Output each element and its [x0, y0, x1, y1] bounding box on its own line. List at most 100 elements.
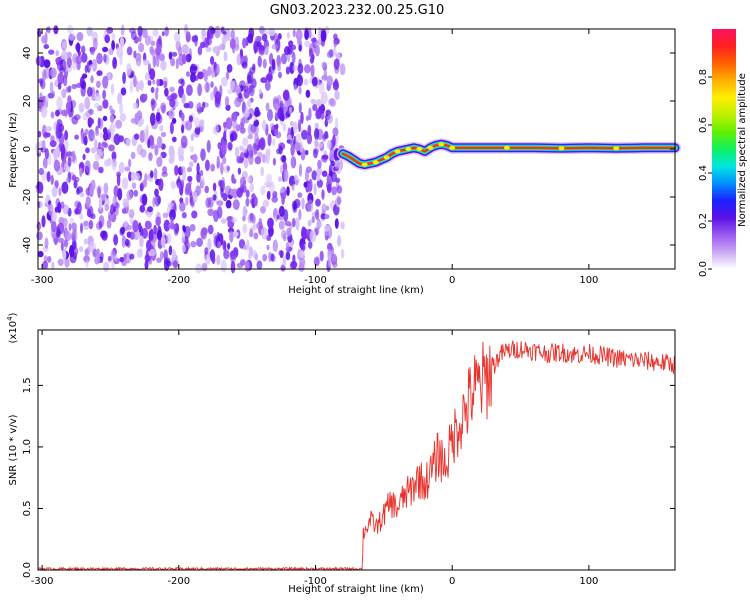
noise-blob: [278, 205, 285, 217]
noise-blob: [41, 139, 46, 152]
noise-blob: [210, 56, 215, 65]
noise-blob: [283, 168, 289, 182]
noise-blob: [321, 61, 327, 68]
noise-blob: [129, 253, 135, 260]
noise-blob: [55, 57, 60, 64]
noise-blob: [74, 134, 79, 140]
noise-blob: [252, 123, 259, 136]
noise-blob: [145, 249, 149, 262]
noise-blob: [308, 48, 313, 58]
noise-blob: [336, 185, 343, 194]
noise-blob: [305, 115, 310, 121]
noise-blob: [227, 227, 235, 234]
noise-blob: [108, 127, 113, 133]
snr-plot-area: [38, 330, 675, 570]
noise-blob: [133, 75, 137, 88]
noise-blob: [94, 92, 101, 102]
noise-blob: [295, 217, 300, 231]
noise-blob: [264, 180, 271, 189]
noise-blob: [163, 80, 168, 89]
noise-blob: [44, 237, 49, 249]
noise-blob: [185, 53, 192, 63]
noise-blob: [128, 171, 132, 182]
noise-blob: [271, 43, 278, 50]
noise-blob: [125, 138, 131, 147]
noise-blob: [260, 206, 266, 214]
noise-blob: [157, 225, 162, 238]
noise-blob: [50, 111, 55, 119]
noise-blob: [119, 256, 125, 263]
noise-blob: [189, 224, 196, 232]
noise-blob: [268, 27, 276, 37]
noise-blob: [212, 182, 217, 192]
noise-blob: [331, 261, 338, 268]
noise-blob: [133, 50, 137, 59]
x-tick-label: -100: [304, 275, 327, 286]
noise-blob: [249, 149, 254, 158]
noise-blob: [89, 64, 95, 71]
y-tick-label: 1.0: [22, 439, 33, 455]
noise-blob: [144, 93, 148, 102]
colorbar-tick-label: 0.0: [698, 261, 709, 277]
noise-blob: [61, 50, 69, 61]
noise-blob: [103, 142, 109, 149]
noise-blob: [273, 128, 278, 136]
noise-blob: [170, 224, 177, 230]
noise-blob: [329, 170, 333, 177]
noise-blob: [204, 247, 209, 255]
noise-blob: [270, 123, 275, 131]
noise-blob: [171, 117, 177, 124]
noise-blob: [79, 246, 83, 253]
noise-blob: [169, 121, 174, 135]
noise-blob: [167, 202, 174, 208]
noise-blob: [197, 83, 203, 97]
noise-blob: [230, 29, 235, 40]
noise-blob: [135, 57, 142, 67]
noise-blob: [196, 185, 202, 195]
noise-blob: [37, 130, 42, 138]
noise-blob: [122, 198, 128, 208]
noise-blob: [258, 88, 262, 95]
noise-blob: [330, 161, 336, 167]
noise-blob: [110, 204, 114, 216]
noise-blob: [156, 136, 163, 149]
noise-blob: [66, 51, 72, 58]
noise-blob: [320, 30, 327, 42]
noise-blob: [97, 186, 101, 199]
noise-blob: [207, 208, 215, 217]
noise-blob: [208, 25, 214, 39]
y-tick-label: 0.5: [22, 501, 33, 517]
noise-blob: [279, 250, 284, 259]
noise-blob: [272, 239, 278, 252]
noise-blob: [63, 239, 69, 247]
noise-blob: [192, 153, 198, 164]
noise-blob: [190, 65, 198, 71]
noise-blob: [139, 204, 146, 213]
noise-blob: [229, 133, 235, 143]
noise-blob: [57, 237, 65, 243]
noise-blob: [79, 192, 85, 198]
noise-blob: [142, 179, 148, 188]
noise-blob: [260, 227, 268, 240]
noise-blob: [285, 66, 290, 75]
noise-blob: [315, 198, 321, 207]
noise-blob: [84, 248, 89, 257]
noise-blob: [131, 171, 136, 181]
noise-blob: [197, 71, 204, 80]
noise-blob: [303, 78, 309, 86]
noise-blob: [210, 163, 216, 172]
noise-blob: [191, 210, 198, 219]
noise-blob: [81, 73, 88, 79]
noise-blob: [223, 51, 228, 62]
noise-blob: [311, 215, 315, 224]
noise-blob: [61, 88, 67, 99]
noise-blob: [154, 144, 159, 156]
noise-blob: [212, 46, 218, 53]
noise-blob: [326, 75, 333, 87]
noise-blob: [85, 147, 90, 154]
noise-blob: [243, 89, 250, 99]
noise-blob: [67, 156, 72, 168]
noise-blob: [69, 217, 74, 224]
noise-blob: [83, 220, 89, 227]
noise-blob: [111, 40, 115, 51]
